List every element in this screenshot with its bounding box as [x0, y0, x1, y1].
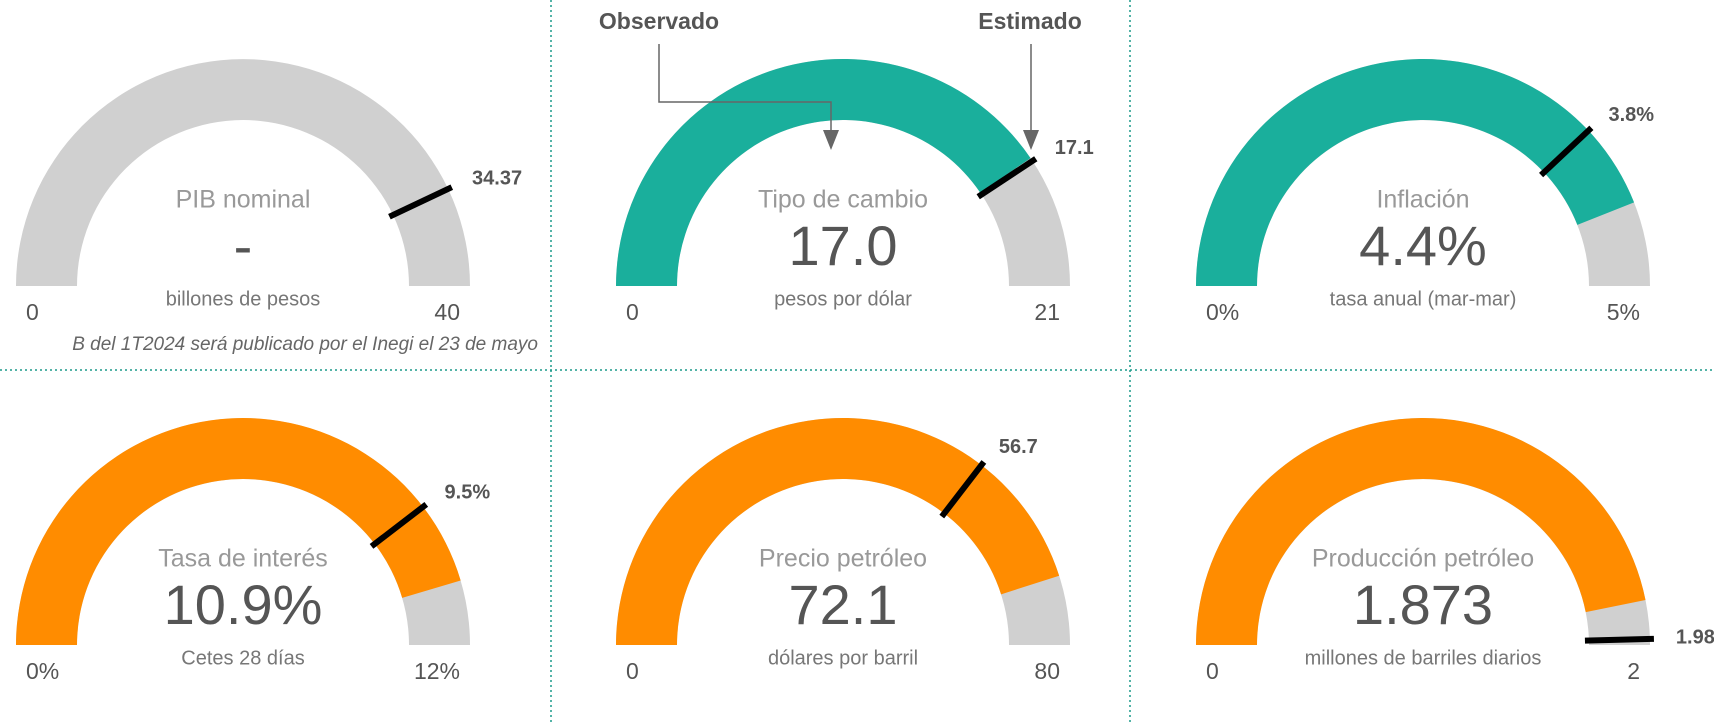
gauge-title: Producción petróleo	[1312, 545, 1534, 573]
tick-label: 0	[26, 299, 39, 325]
estimate-label: 17.1	[1055, 137, 1094, 159]
gauge-title: Tipo de cambio	[758, 186, 928, 214]
arrow-head	[1023, 130, 1039, 150]
tick-label: 80	[1034, 658, 1060, 684]
estimate-label: 34.37	[472, 168, 522, 190]
gauge-value: 10.9%	[164, 573, 323, 636]
gauge-value: -	[234, 214, 253, 277]
estimate-label: 1.983	[1676, 627, 1714, 649]
estimate-marker	[939, 460, 987, 519]
gauge-unit: Cetes 28 días	[181, 647, 304, 669]
tick-label: 0%	[1206, 299, 1239, 325]
annotation-arrow	[658, 44, 832, 135]
gauge-value: 1.873	[1353, 573, 1493, 636]
gauge-value: 72.1	[789, 573, 898, 636]
estimate-label: 9.5%	[445, 482, 491, 504]
gauge-title: Precio petróleo	[759, 545, 927, 573]
gauge-fill	[16, 418, 461, 645]
gauge-unit: dólares por barril	[768, 647, 918, 669]
gauge-title: Tasa de interés	[158, 545, 328, 573]
annotation: Estimado	[978, 8, 1082, 34]
tick-label: 0	[626, 299, 639, 325]
estimate-marker	[1584, 635, 1654, 644]
gauge-value: 4.4%	[1359, 214, 1487, 277]
tick-label: 12%	[414, 658, 460, 684]
gauge-fill	[1196, 417, 1646, 645]
note: B del 1T2024 será publicado por el Inegi…	[72, 334, 538, 355]
gauge-unit: millones de barriles diarios	[1305, 647, 1542, 669]
estimate-marker	[388, 184, 454, 220]
gauge-unit: billones de pesos	[166, 288, 321, 310]
estimate-marker	[1539, 125, 1594, 178]
gauge-unit: tasa anual (mar-mar)	[1330, 288, 1517, 310]
arrow-head	[823, 130, 839, 150]
tick-label: 2	[1627, 658, 1640, 684]
gauge-fill	[616, 59, 1031, 286]
gauge-fill	[1196, 59, 1635, 286]
tick-label: 0	[626, 658, 639, 684]
tick-label: 21	[1034, 299, 1060, 325]
gauge-title: PIB nominal	[176, 186, 311, 214]
annotation: Observado	[599, 8, 719, 34]
estimate-label: 3.8%	[1609, 104, 1655, 126]
gauge-unit: pesos por dólar	[774, 288, 912, 310]
tick-label: 0	[1206, 658, 1219, 684]
estimate-marker	[976, 156, 1038, 200]
gauge-track	[16, 59, 470, 286]
tick-label: 0%	[26, 658, 59, 684]
tick-label: 5%	[1607, 299, 1640, 325]
estimate-label: 56.7	[999, 436, 1038, 458]
tick-label: 40	[434, 299, 460, 325]
estimate-marker	[369, 501, 429, 549]
gauge-title: Inflación	[1376, 186, 1469, 214]
gauge-fill	[616, 418, 1060, 645]
gauge-value: 17.0	[789, 214, 898, 277]
